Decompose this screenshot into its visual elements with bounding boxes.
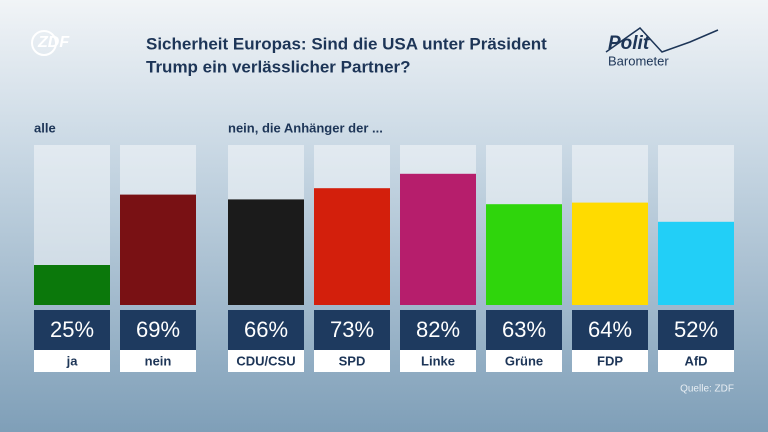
label-box xyxy=(658,350,734,372)
group-label: nein, die Anhänger der ... xyxy=(228,120,383,135)
x-tick-label: ja xyxy=(66,353,79,368)
value-box xyxy=(228,310,304,350)
brand-line xyxy=(605,27,719,53)
logo: ZDF xyxy=(37,34,70,51)
value-box xyxy=(486,310,562,350)
title-line: Trump ein verlässlicher Partner? xyxy=(146,57,411,76)
value-box xyxy=(120,310,196,350)
title-line: Sicherheit Europas: Sind die USA unter P… xyxy=(146,34,547,53)
bar xyxy=(486,204,562,305)
bar xyxy=(658,221,734,305)
group-label: alle xyxy=(34,120,56,135)
value-label: 64% xyxy=(588,317,632,342)
bar xyxy=(314,188,390,305)
label-box xyxy=(314,350,390,372)
value-box xyxy=(34,310,110,350)
label-box xyxy=(120,350,196,372)
x-tick-label: AfD xyxy=(684,353,707,368)
x-tick-label: FDP xyxy=(597,353,623,368)
value-label: 73% xyxy=(330,317,374,342)
bar xyxy=(572,202,648,305)
brand: Polit xyxy=(608,33,650,54)
x-tick-label: CDU/CSU xyxy=(236,353,295,368)
logo-mark xyxy=(31,30,57,56)
label-box xyxy=(572,350,648,372)
x-tick-label: nein xyxy=(145,353,172,368)
value-box xyxy=(314,310,390,350)
label-box xyxy=(400,350,476,372)
x-tick-label: SPD xyxy=(339,353,366,368)
value-label: 69% xyxy=(136,317,180,342)
bar xyxy=(228,199,304,305)
brand: Barometer xyxy=(608,53,669,68)
label-box xyxy=(228,350,304,372)
value-box xyxy=(572,310,648,350)
label-box xyxy=(34,350,110,372)
bar xyxy=(34,265,110,305)
value-box xyxy=(400,310,476,350)
bar xyxy=(400,173,476,305)
source: Quelle: ZDF xyxy=(680,384,734,395)
x-tick-label: Linke xyxy=(421,353,455,368)
x-tick-label: Grüne xyxy=(505,353,543,368)
value-label: 25% xyxy=(50,317,94,342)
value-box xyxy=(658,310,734,350)
value-label: 82% xyxy=(416,317,460,342)
value-label: 63% xyxy=(502,317,546,342)
value-label: 52% xyxy=(674,317,718,342)
bar xyxy=(120,194,196,305)
value-label: 66% xyxy=(244,317,288,342)
label-box xyxy=(486,350,562,372)
